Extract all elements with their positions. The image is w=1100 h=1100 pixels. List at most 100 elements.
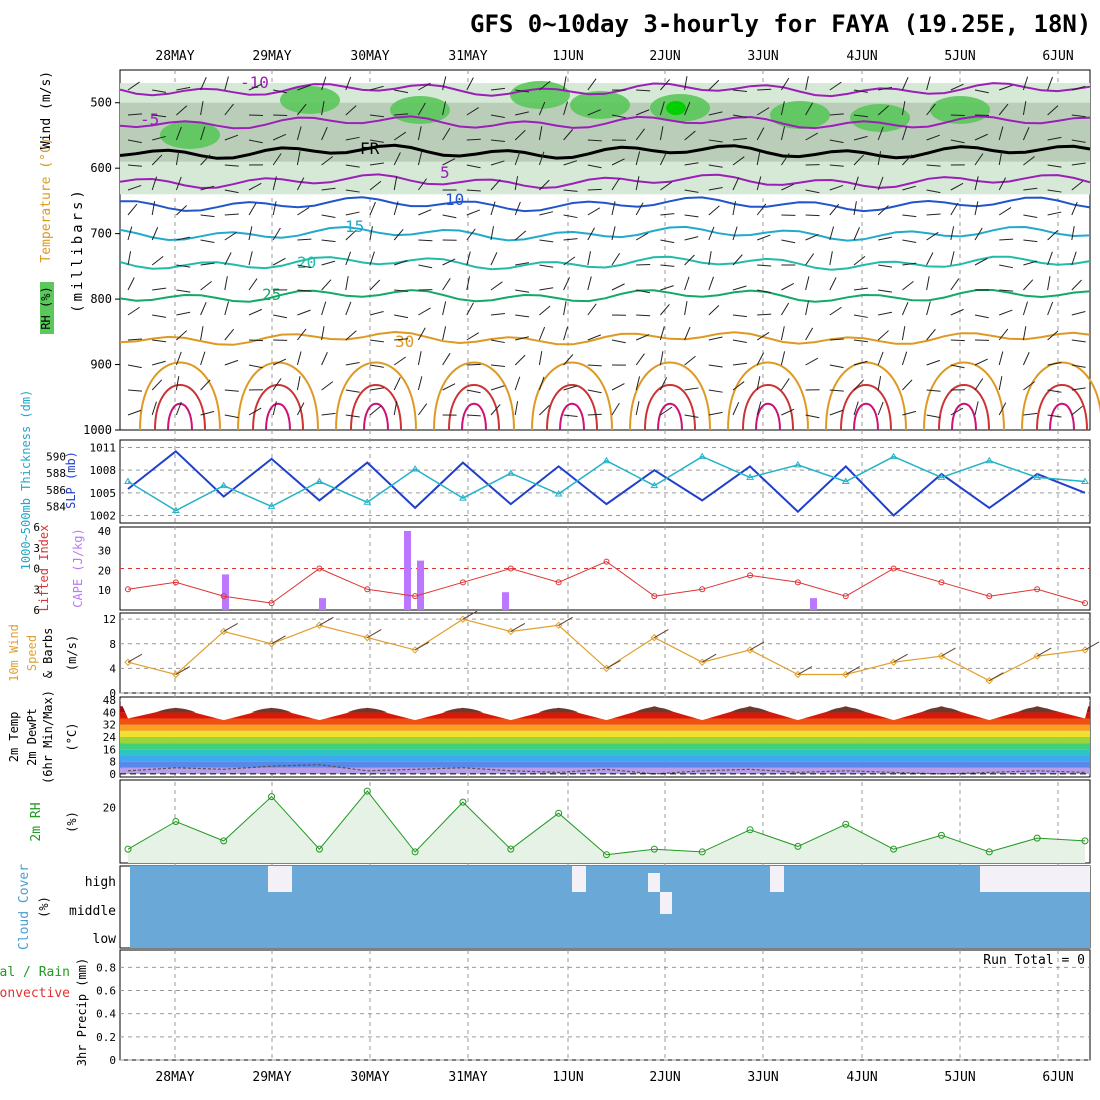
wind-barb: [466, 276, 470, 291]
wind-barb: [393, 201, 399, 216]
wind-barb: [151, 226, 159, 241]
wind-barb: [272, 378, 282, 391]
wind-barb: [224, 301, 230, 316]
wind-barb: [321, 76, 327, 91]
slp-tick-label: 1008: [90, 464, 117, 477]
wind-barb: [127, 389, 142, 392]
wind-barb: [1071, 251, 1077, 266]
wind-barb: [805, 76, 809, 91]
wind-barb: [272, 133, 287, 141]
wind-barb: [539, 264, 554, 268]
wind-barb: [563, 414, 578, 417]
wind-barb: [999, 289, 1014, 292]
max-temp-cap: [251, 708, 292, 713]
wind-barb: [369, 311, 384, 316]
hot-contour: [644, 384, 696, 431]
wind-barb: [853, 379, 864, 391]
thickness-point: [794, 460, 802, 468]
wind-barb: [587, 109, 601, 116]
wind-barb: [611, 283, 625, 291]
wind-barb: [636, 314, 651, 317]
wind-barb: [780, 351, 786, 366]
wind-barb: [466, 107, 479, 116]
wind-barb: [902, 281, 914, 291]
cloud-gap: [648, 873, 660, 892]
wind-barb: [805, 357, 819, 366]
thickness-point: [506, 469, 515, 476]
thickness-tick-label: 586: [46, 484, 66, 497]
wind-barb: [708, 139, 723, 143]
date-label-bottom: 31MAY: [448, 1070, 487, 1085]
wind-barb: [417, 351, 422, 366]
wind-barb: [224, 164, 239, 167]
wind-barb: [490, 114, 505, 119]
temp2m-tick-label: 8: [109, 756, 116, 769]
wind-barb: [248, 251, 253, 266]
wind-barb: [659, 351, 664, 366]
wind-barb: [224, 213, 239, 216]
temperature-band: [120, 755, 1090, 762]
wind-barb: [1022, 126, 1030, 141]
wind-barb: [636, 89, 651, 92]
wind-barb: [950, 226, 955, 241]
wind-barb: [345, 389, 360, 393]
wind-barb: [514, 151, 521, 166]
wind-barb: [563, 256, 576, 266]
wind-barb: [1047, 330, 1059, 341]
cape-bar: [404, 530, 411, 610]
precip-total-label: Total / Rain: [0, 965, 70, 980]
wind-barb: [708, 389, 723, 393]
temperature-contour: [119, 143, 1091, 160]
wind-barb: [684, 76, 688, 91]
wind-barb: [515, 336, 529, 341]
wind-barb: [805, 214, 820, 217]
wind-barb: [248, 139, 263, 144]
wind-barb: [417, 178, 427, 191]
wind-barb: [829, 203, 840, 216]
cloud-level-label: low: [93, 932, 117, 947]
wind-barb: [877, 401, 884, 416]
temperature-contour: [119, 115, 1091, 130]
hot-contour: [433, 361, 515, 431]
wind-barb: [297, 289, 312, 292]
wind-barb: [417, 126, 422, 141]
wind-barb: [684, 130, 696, 141]
wind-barb: [708, 364, 723, 368]
wind-barb: [636, 289, 651, 294]
wind-barb: [684, 254, 695, 266]
wind-barb: [998, 206, 1012, 216]
wind-barb: [732, 177, 740, 191]
thickness-axis-label: 1000~500mb Thickness (dm): [19, 390, 33, 571]
hot-contour: [559, 402, 585, 431]
wind-barb: [853, 401, 859, 416]
wind-barb: [345, 105, 357, 116]
wind-barb: [998, 151, 1003, 166]
wind-barb: [515, 111, 529, 116]
wind-barb: [417, 102, 426, 116]
date-label-top: 28MAY: [155, 49, 194, 64]
hot-contour: [840, 384, 892, 431]
wind-speed-point: [219, 627, 228, 636]
wind-barb: [514, 401, 519, 416]
wind-barb: [805, 327, 814, 341]
wind-barb: [805, 276, 810, 291]
wind-barb: [369, 85, 384, 91]
thickness-point: [315, 477, 324, 484]
cloud-level-label: middle: [69, 904, 116, 919]
rh2m-point: [507, 845, 515, 853]
wind-barb: [1023, 412, 1038, 416]
wind-barb: [393, 152, 401, 166]
rh-blob: [850, 104, 910, 132]
wind-barb: [781, 282, 795, 291]
temperature-band: [120, 749, 1090, 756]
contour-label: 20: [297, 253, 316, 272]
rh-legend-swatch: [40, 282, 54, 334]
wind-barb: [127, 203, 138, 216]
wind-barb: [878, 236, 893, 241]
wind-barb: [902, 239, 917, 243]
wind-barb: [732, 314, 747, 318]
wind-barb: [611, 158, 625, 166]
wind-barb: [1047, 251, 1053, 266]
wind-barb: [998, 177, 1007, 191]
surface-wind-barb: [1036, 647, 1052, 657]
